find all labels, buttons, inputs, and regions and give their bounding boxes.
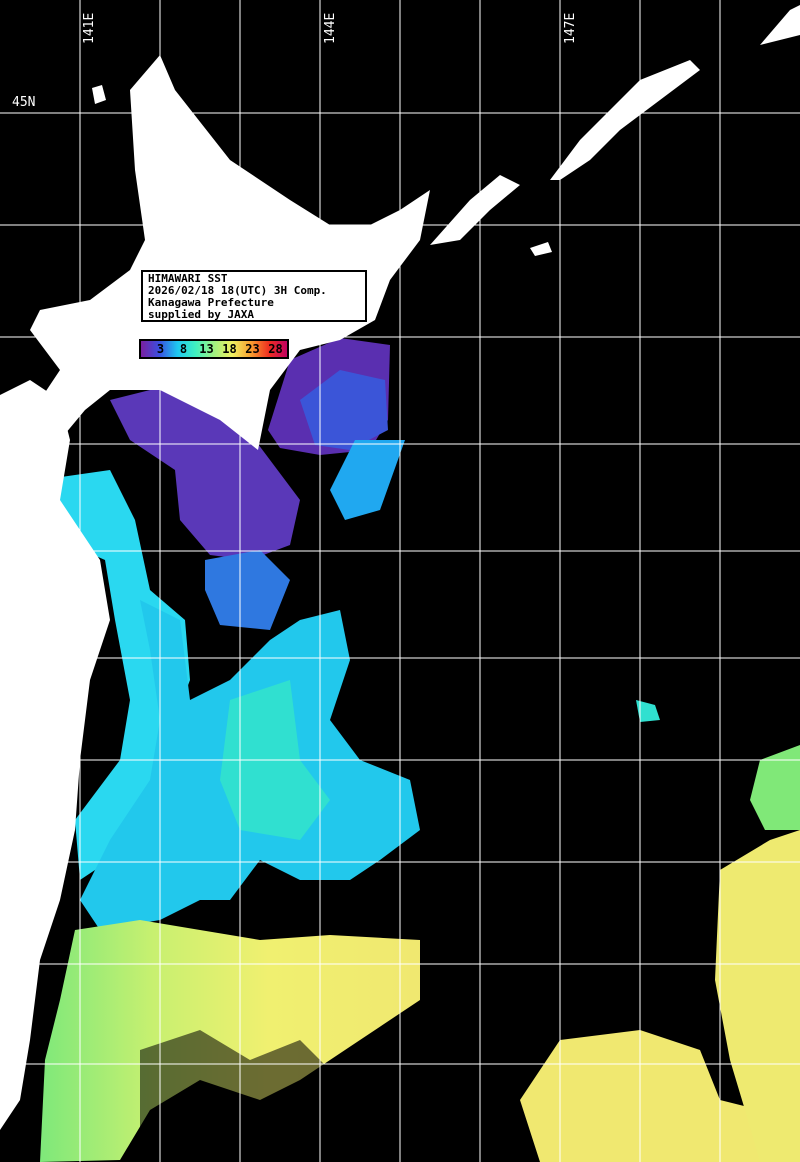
land-island-small xyxy=(530,242,552,256)
lon-label-147e: 147E xyxy=(563,12,578,44)
scale-tick: 3 xyxy=(156,342,165,356)
land-kuril-2 xyxy=(550,60,700,180)
scale-tick: 8 xyxy=(179,342,188,356)
sst-cyan-east xyxy=(330,440,405,520)
land-okushiri xyxy=(65,598,76,612)
color-scale-bar: 3 8 13 18 23 28 xyxy=(139,339,289,359)
land-rishiri xyxy=(92,85,106,104)
land xyxy=(0,5,800,1130)
sst-east-green xyxy=(750,745,800,830)
land-honshu xyxy=(0,380,110,1130)
sst-small-east xyxy=(636,700,660,722)
info-datetime: 2026/02/18 18(UTC) 3H Comp. xyxy=(148,284,327,297)
info-title: HIMAWARI SST xyxy=(148,272,228,285)
lon-label-141e: 141E xyxy=(82,12,97,44)
sst-south-warm xyxy=(40,920,420,1162)
lat-label-45n: 45N xyxy=(12,95,36,110)
scale-tick: 18 xyxy=(222,342,237,356)
info-source: supplied by JAXA xyxy=(148,308,254,321)
info-organization: Kanagawa Prefecture xyxy=(148,296,274,309)
sst-okhotsk-blue xyxy=(300,370,388,450)
land-kuril-3 xyxy=(760,5,800,45)
land-kuril-1 xyxy=(430,175,520,245)
land-hokkaido xyxy=(30,55,430,450)
info-box: HIMAWARI SST 2026/02/18 18(UTC) 3H Comp.… xyxy=(141,270,367,322)
sst-cold-east xyxy=(110,385,300,560)
scale-tick: 13 xyxy=(199,342,214,356)
sst-field xyxy=(40,338,800,1162)
lon-label-144e: 144E xyxy=(323,12,338,44)
sst-blue-mid xyxy=(205,550,290,630)
scale-tick: 23 xyxy=(245,342,260,356)
scale-tick: 28 xyxy=(268,342,283,356)
sst-east-warm xyxy=(715,830,800,1162)
